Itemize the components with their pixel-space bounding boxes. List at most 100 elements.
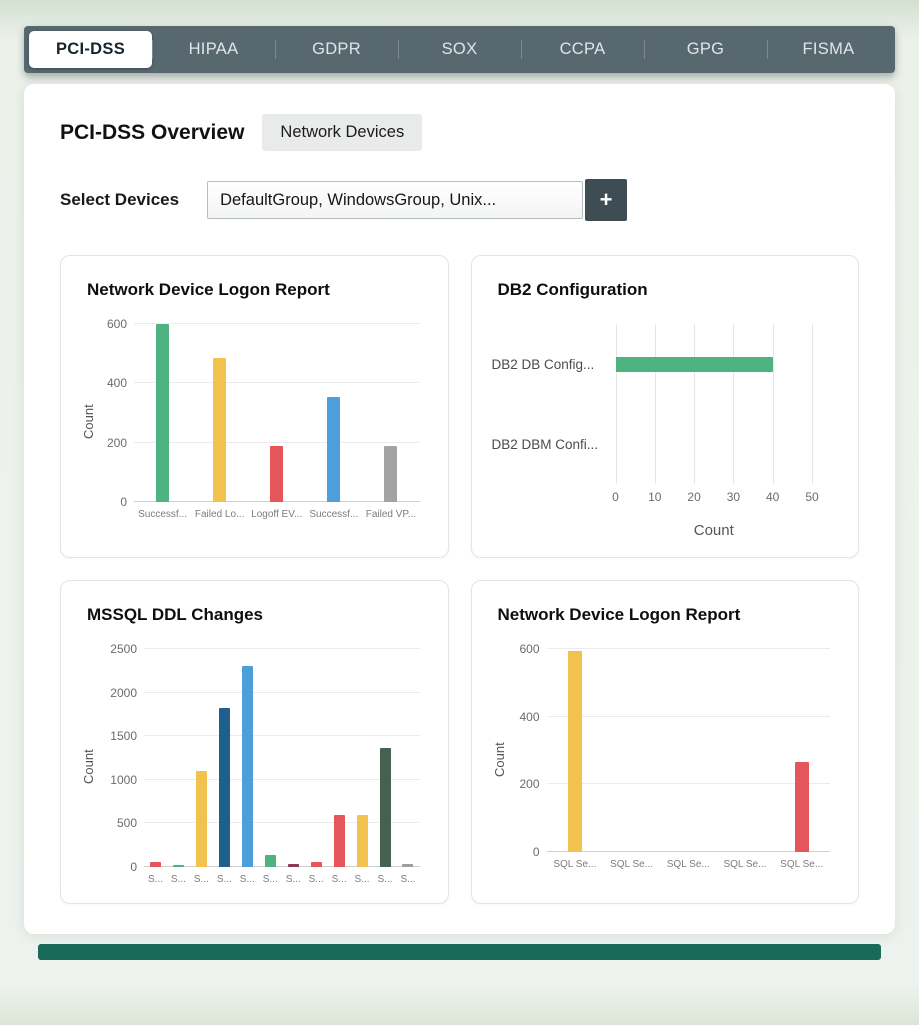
x-tick-label: 30 — [726, 490, 741, 504]
y-tick-label: 600 — [106, 317, 127, 331]
x-tick-label: Failed VP... — [365, 509, 417, 520]
x-tick-label: SQL Se... — [610, 859, 654, 870]
bar-slot — [328, 649, 351, 867]
bar[interactable] — [615, 356, 773, 372]
gridline — [772, 324, 774, 484]
chart-body: DB2 DB Config... DB2 DBM Confi... 0 10 20 30 4… — [492, 324, 839, 539]
bar[interactable] — [794, 762, 809, 852]
tab-ccpa[interactable]: CCPA — [521, 31, 644, 68]
network-devices-badge[interactable]: Network Devices — [262, 114, 423, 151]
bar[interactable] — [195, 771, 207, 867]
bar-slot — [717, 649, 774, 852]
category-labels: DB2 DB Config... DB2 DBM Confi... — [492, 324, 616, 484]
y-tick-label: 0 — [120, 495, 127, 509]
bar-slot — [773, 649, 830, 852]
y-axis-label: Count — [491, 742, 507, 777]
plot-column: 0 500 1000 1500 2000 2500 S... S... S... S... S...… — [98, 642, 428, 885]
chart-card-mssql-ddl-changes: MSSQL DDL Changes Count 0 500 1000 1500 2000 2… — [60, 580, 449, 904]
bar[interactable] — [213, 358, 227, 502]
device-select-input[interactable]: DefaultGroup, WindowsGroup, Unix... — [207, 181, 584, 219]
x-tick-label: Logoff EV... — [251, 509, 303, 520]
x-tick-label: S... — [354, 874, 370, 885]
x-tick-label: S... — [331, 874, 347, 885]
bar[interactable] — [287, 863, 299, 867]
gridline — [694, 324, 696, 484]
x-tick-label: Successf... — [309, 509, 359, 520]
chart-body: Count 0 200 400 600 SQL Se... SQL Se... SQL Se.… — [491, 642, 839, 870]
y-axis-label: Count — [81, 749, 96, 785]
bar-slot — [259, 649, 282, 867]
bar[interactable] — [379, 748, 391, 867]
gridline — [144, 735, 420, 737]
tab-sox[interactable]: SOX — [398, 31, 521, 68]
bar[interactable] — [327, 396, 341, 502]
gridline — [144, 866, 420, 867]
gridline — [615, 324, 617, 484]
bar[interactable] — [356, 814, 368, 867]
tab-bar: PCI-DSS HIPAA GDPR SOX CCPA GPG FISMA — [24, 26, 895, 73]
chart-title: DB2 Configuration — [497, 280, 648, 299]
gridline — [144, 691, 420, 693]
gridline — [134, 382, 420, 384]
bar[interactable] — [218, 708, 230, 867]
bar[interactable] — [172, 865, 184, 867]
bar[interactable] — [241, 666, 253, 867]
y-tick-label: 200 — [106, 435, 127, 450]
chart-card-network-logon-1: Network Device Logon Report Count 0 200 400… — [60, 255, 449, 558]
bar[interactable] — [402, 863, 414, 867]
x-tick-label: 10 — [648, 490, 662, 504]
plot-column: 0 200 400 600 SQL Se... SQL Se... SQL Se... SQL… — [509, 642, 839, 870]
chart-card-network-logon-2: Network Device Logon Report Count 0 200 400… — [470, 580, 859, 904]
tab-gpg[interactable]: GPG — [644, 31, 767, 68]
bar[interactable] — [149, 861, 161, 867]
header-row: PCI-DSS Overview Network Devices — [60, 114, 859, 151]
bar[interactable] — [310, 861, 322, 867]
plot-column: 0 10 20 30 40 50 Count — [612, 324, 839, 539]
chart-body: Count 0 200 400 600 Successf... Failed Lo... Lo… — [81, 317, 428, 520]
bar[interactable] — [384, 445, 398, 502]
plot-column: 0 200 400 600 Successf... Failed Lo... Logoff … — [98, 317, 428, 520]
add-device-button[interactable]: + — [585, 179, 628, 221]
tab-gdpr[interactable]: GDPR — [275, 31, 398, 68]
y-tick-label: 600 — [519, 642, 540, 656]
device-select-group: DefaultGroup, WindowsGroup, Unix... + — [207, 179, 628, 221]
bar-slot — [305, 649, 328, 867]
y-tick-label: 0 — [532, 845, 540, 859]
x-ticks: 0 10 20 30 40 50 — [612, 490, 819, 506]
bar[interactable] — [156, 324, 170, 502]
bar-chart: Count 0 200 400 600 Successf... Failed Lo... Lo… — [81, 317, 428, 520]
bar[interactable] — [567, 650, 582, 852]
gridline — [654, 324, 656, 484]
x-tick-label: S... — [239, 874, 255, 885]
gridline — [144, 822, 420, 824]
bar[interactable] — [264, 854, 276, 867]
chart-title: MSSQL DDL Changes — [87, 605, 264, 624]
x-tick-label: SQL Se... — [780, 859, 824, 870]
bar-slot — [547, 649, 604, 852]
bar-slot — [213, 649, 236, 867]
y-tick-label: 200 — [519, 777, 540, 792]
bar-slot — [248, 324, 305, 502]
tab-hipaa[interactable]: HIPAA — [152, 31, 275, 68]
chart-body: Count 0 500 1000 1500 2000 2500 S... S... S... S..… — [81, 642, 428, 885]
y-tick-label: 0 — [130, 860, 137, 874]
chart-title: Network Device Logon Report — [497, 605, 741, 624]
bars — [547, 649, 831, 852]
x-tick-label: S... — [285, 874, 301, 885]
tab-fisma[interactable]: FISMA — [767, 31, 890, 68]
category-label: DB2 DBM Confi... — [491, 436, 599, 452]
x-tick-label: S... — [262, 874, 278, 885]
gridline — [144, 778, 420, 780]
bar-slot — [396, 649, 419, 867]
device-select-row: Select Devices DefaultGroup, WindowsGrou… — [60, 179, 859, 221]
bars — [615, 324, 813, 484]
gridline — [733, 324, 735, 484]
bar[interactable] — [270, 445, 284, 502]
x-labels: S... S... S... S... S... S... S... S... S... S...… — [144, 874, 420, 885]
y-tick-label: 400 — [106, 376, 127, 391]
x-tick-label: Failed Lo... — [194, 509, 245, 520]
x-tick-label: S... — [193, 874, 209, 885]
x-tick-label: S... — [170, 874, 186, 885]
bar[interactable] — [333, 814, 345, 867]
tab-pci-dss[interactable]: PCI-DSS — [29, 31, 152, 68]
